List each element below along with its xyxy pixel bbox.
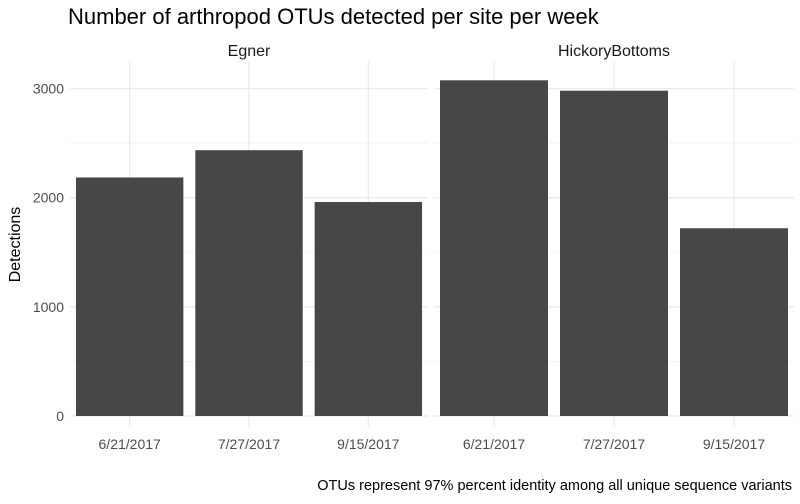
y-tick-label-2: 2000: [33, 190, 64, 206]
x-tick-label-0-0: 6/21/2017: [99, 436, 161, 452]
y-axis-label: Detections: [7, 207, 24, 283]
bar-0-2: [314, 202, 423, 416]
x-tick-label-0-2: 9/15/2017: [337, 436, 399, 452]
x-tick-label-1-2: 9/15/2017: [703, 436, 765, 452]
x-tick-label-1-1: 7/27/2017: [583, 436, 645, 452]
y-tick-label-1: 1000: [33, 299, 64, 315]
bar-0-1: [195, 150, 303, 416]
bar-1-1: [560, 90, 668, 416]
facet-label-1: HickoryBottoms: [558, 43, 670, 60]
chart-title: Number of arthropod OTUs detected per si…: [68, 4, 599, 29]
chart-caption: OTUs represent 97% percent identity amon…: [317, 478, 792, 494]
facet-label-0: Egner: [228, 43, 271, 60]
y-tick-label-3: 3000: [33, 81, 64, 97]
x-tick-label-1-0: 6/21/2017: [463, 436, 525, 452]
y-tick-label-0: 0: [56, 408, 64, 424]
bar-0-0: [75, 177, 184, 416]
bar-1-2: [680, 228, 788, 416]
x-tick-label-0-1: 7/27/2017: [218, 436, 280, 452]
bar-1-0: [440, 80, 548, 416]
